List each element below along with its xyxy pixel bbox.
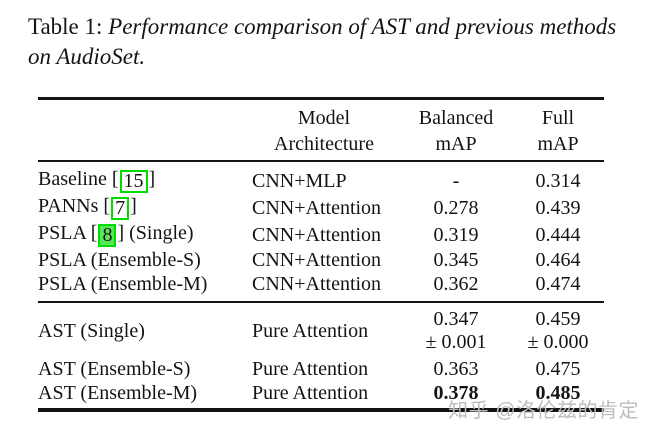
method-name: AST (Ensemble-M) [38, 382, 198, 404]
method-name: Baseline [15] [38, 161, 248, 194]
header-full-line1: Full [541, 107, 575, 129]
citation-link-8[interactable]: 8 [98, 224, 117, 247]
method-name: PSLA (Ensemble-S) [38, 249, 201, 271]
method-name-text: ] [130, 195, 137, 217]
balanced-map-mean: 0.347 [433, 308, 479, 330]
balanced-map-cell: 0.319 [433, 223, 479, 246]
model-architecture-cell: Pure Attention [252, 358, 369, 380]
table-row-psla-single: PSLA [8] (Single) CNN+Attention 0.319 0.… [38, 221, 604, 248]
table-row-ast-ensemble-s: AST (Ensemble-S) Pure Attention 0.363 0.… [38, 357, 604, 381]
citation-link-7[interactable]: 7 [111, 197, 130, 220]
table-row-psla-ensemble-s: PSLA (Ensemble-S) CNN+Attention 0.345 0.… [38, 248, 604, 272]
model-architecture-cell: Pure Attention [252, 320, 369, 342]
method-name: AST (Single) [38, 320, 145, 342]
results-table: Model Architecture Balanced mAP Full mAP… [38, 97, 604, 412]
method-name: PSLA [8] (Single) [38, 221, 248, 248]
header-full-line2: mAP [537, 133, 579, 155]
header-model-line2: Architecture [274, 133, 374, 155]
method-name: PANNs [7] [38, 194, 248, 221]
method-name-text: Baseline [ [38, 168, 119, 190]
model-architecture-cell: CNN+Attention [252, 196, 382, 219]
full-map-cell: 0.314 [535, 169, 581, 192]
balanced-map-cell: - [452, 169, 460, 192]
full-map-cell: 0.444 [535, 223, 581, 246]
header-balanced-line2: mAP [435, 133, 477, 155]
header-balanced-map: Balanced mAP [400, 99, 512, 162]
caption-text-line1: Performance comparison of AST and previo… [108, 14, 617, 39]
model-architecture-cell: CNN+MLP [252, 169, 347, 192]
balanced-map-cell: 0.347 ± 0.001 [400, 302, 512, 357]
method-name-text: PSLA [ [38, 222, 98, 244]
header-balanced-line1: Balanced [418, 107, 494, 129]
full-map-cell: 0.464 [535, 249, 581, 271]
table-row-psla-ensemble-m: PSLA (Ensemble-M) CNN+Attention 0.362 0.… [38, 272, 604, 302]
balanced-map-cell: 0.363 [433, 358, 479, 380]
balanced-map-cell-best: 0.378 [433, 382, 479, 404]
caption-text-line2: on AudioSet. [28, 44, 146, 69]
model-architecture-cell: CNN+Attention [252, 273, 382, 295]
full-map-cell: 0.474 [535, 273, 581, 295]
header-model-line1: Model [297, 107, 351, 129]
header-full-map: Full mAP [512, 99, 604, 162]
method-name: PSLA (Ensemble-M) [38, 273, 208, 295]
method-name-text: ] (Single) [117, 222, 194, 244]
header-row: Model Architecture Balanced mAP Full mAP [38, 99, 604, 162]
balanced-map-cell: 0.345 [433, 249, 479, 271]
full-map-cell: 0.439 [535, 196, 581, 219]
table-row-ast-ensemble-m: AST (Ensemble-M) Pure Attention 0.378 0.… [38, 381, 604, 410]
header-model-architecture: Model Architecture [248, 99, 400, 162]
method-name: AST (Ensemble-S) [38, 358, 191, 380]
full-map-cell: 0.475 [535, 358, 581, 380]
model-architecture-cell: CNN+Attention [252, 249, 382, 271]
citation-link-15[interactable]: 15 [119, 170, 148, 193]
model-architecture-cell: Pure Attention [252, 382, 369, 404]
method-name-text: ] [148, 168, 156, 190]
caption-label: Table 1: [28, 14, 109, 39]
full-map-cell: 0.459 ± 0.000 [512, 302, 604, 357]
full-map-mean: 0.459 [535, 308, 581, 330]
zhihu-watermark: 知乎 @洛伦兹的肯定 [448, 400, 639, 422]
balanced-map-cell: 0.362 [433, 273, 479, 295]
full-map-cell-best: 0.485 [535, 382, 581, 404]
full-map-std: ± 0.000 [527, 331, 589, 353]
table-row-ast-single: AST (Single) Pure Attention 0.347 ± 0.00… [38, 302, 604, 357]
balanced-map-std: ± 0.001 [425, 331, 487, 353]
model-architecture-cell: CNN+Attention [252, 223, 382, 246]
table-caption: Table 1: Performance comparison of AST a… [28, 12, 628, 72]
table-row-panns: PANNs [7] CNN+Attention 0.278 0.439 [38, 194, 604, 221]
balanced-map-cell: 0.278 [433, 196, 479, 219]
table-row-baseline: Baseline [15] CNN+MLP - 0.314 [38, 161, 604, 194]
header-empty-cell [38, 99, 248, 162]
method-name-text: PANNs [ [38, 195, 111, 217]
